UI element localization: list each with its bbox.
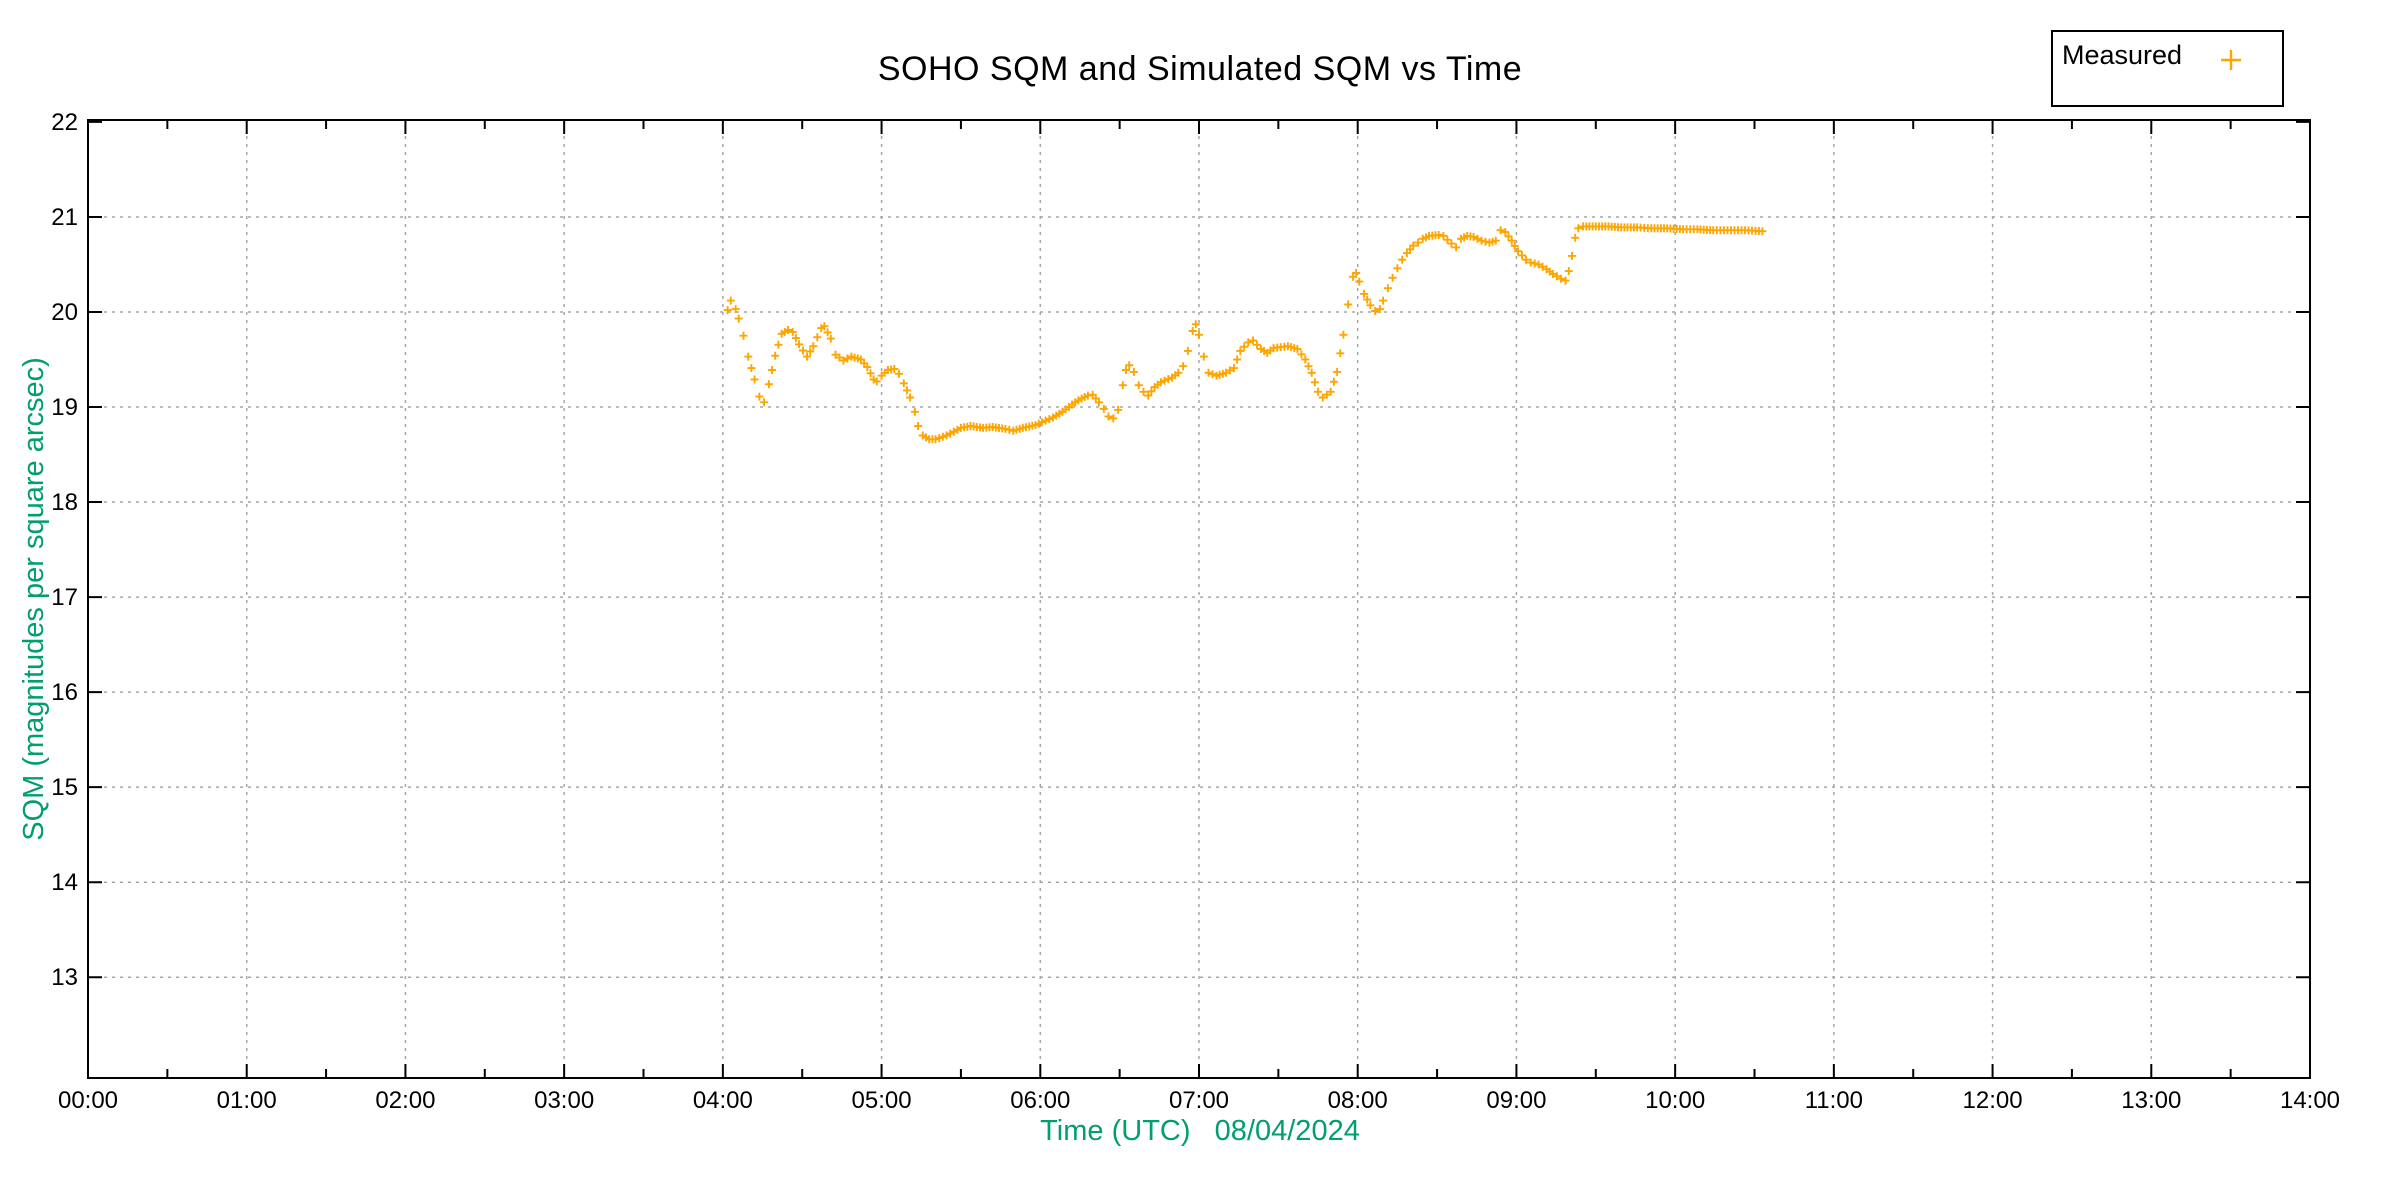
data-series-measured [723,222,1767,444]
x-tick-label: 03:00 [534,1087,595,1114]
y-tick-label: 16 [51,679,78,707]
x-axis-label: Time (UTC) 08/04/2024 [1040,1115,1360,1147]
plus-marker-icon [2221,50,2241,70]
x-tick-label: 09:00 [1486,1087,1547,1114]
axis-ticks [87,120,2311,1078]
x-tick-label: 14:00 [2279,1087,2341,1114]
y-tick-label: 15 [51,774,78,802]
y-tick-label: 21 [51,203,78,231]
y-tick-label: 18 [51,489,78,517]
x-tick-label: 01:00 [216,1087,277,1114]
x-tick-label: 11:00 [1804,1087,1863,1114]
y-tick-label: 22 [51,108,78,136]
x-tick-label: 00:00 [57,1087,119,1114]
gridlines [88,120,2310,1078]
legend-entry-measured-label: Measured [2062,40,2183,70]
x-tick-label: 02:00 [375,1087,436,1114]
legend-box: Measured [2051,30,2284,107]
x-tick-label: 13:00 [2121,1087,2182,1114]
x-tick-label: 05:00 [851,1087,912,1114]
chart-title: SOHO SQM and Simulated SQM vs Time [877,50,1523,88]
x-tick-label: 12:00 [1962,1087,2023,1114]
x-tick-label: 06:00 [1010,1087,1071,1114]
plot-border [87,119,2311,1079]
y-tick-label: 20 [51,298,78,326]
x-tick-label: 10:00 [1645,1087,1706,1114]
x-tick-label: 08:00 [1327,1087,1388,1114]
y-tick-label: 19 [51,394,78,422]
y-tick-label: 14 [51,869,78,897]
x-tick-label: 04:00 [692,1087,753,1114]
y-tick-label: 17 [51,584,78,612]
x-tick-label: 07:00 [1168,1087,1230,1114]
y-tick-label: 13 [51,964,78,992]
